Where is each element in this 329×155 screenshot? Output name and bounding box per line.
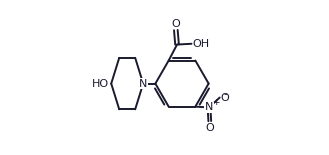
Text: -: - [223, 89, 227, 99]
Text: OH: OH [193, 39, 210, 49]
Text: HO: HO [92, 79, 110, 89]
Text: N: N [139, 79, 147, 89]
Text: O: O [205, 123, 214, 133]
Text: +: + [213, 98, 220, 107]
Text: O: O [171, 19, 180, 29]
Text: N: N [205, 102, 213, 112]
Text: O: O [220, 93, 229, 102]
